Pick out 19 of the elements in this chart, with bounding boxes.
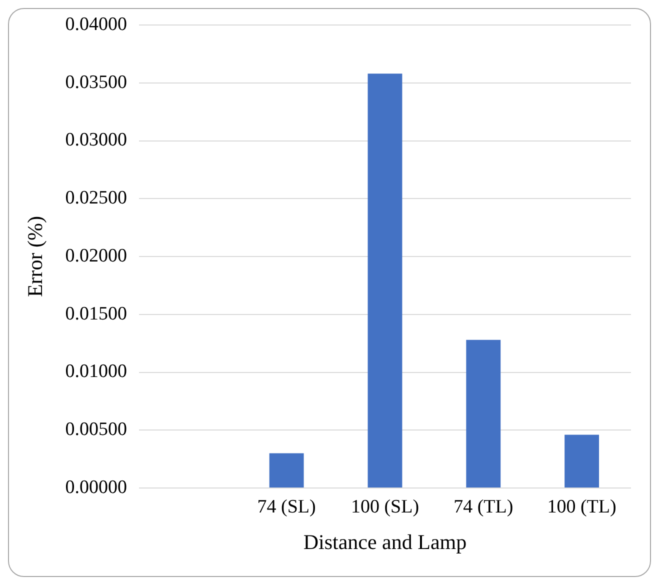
y-tick-label: 0.01500 bbox=[65, 303, 127, 324]
x-tick-label: 100 (SL) bbox=[350, 496, 420, 518]
bar bbox=[368, 74, 402, 488]
y-axis-title: Error (%) bbox=[23, 216, 48, 298]
x-tick-label: 74 (TL) bbox=[454, 496, 514, 518]
y-tick-label: 0.03000 bbox=[65, 130, 127, 151]
y-tick-label: 0.00500 bbox=[65, 419, 127, 440]
y-tick-label: 0.01000 bbox=[65, 361, 127, 382]
y-tick-label: 0.00000 bbox=[65, 476, 127, 498]
bar bbox=[466, 340, 501, 488]
y-tick-label: 0.03500 bbox=[65, 72, 127, 93]
x-tick-label: 100 (TL) bbox=[547, 496, 616, 518]
x-axis-title: Distance and Lamp bbox=[303, 530, 467, 554]
bar bbox=[269, 453, 304, 488]
bar bbox=[564, 434, 600, 488]
y-tick-label: 0.02000 bbox=[65, 245, 127, 266]
x-tick-label: 74 (SL) bbox=[257, 496, 316, 518]
y-tick-label: 0.02500 bbox=[65, 188, 127, 209]
y-tick-label: 0.04000 bbox=[65, 14, 127, 35]
